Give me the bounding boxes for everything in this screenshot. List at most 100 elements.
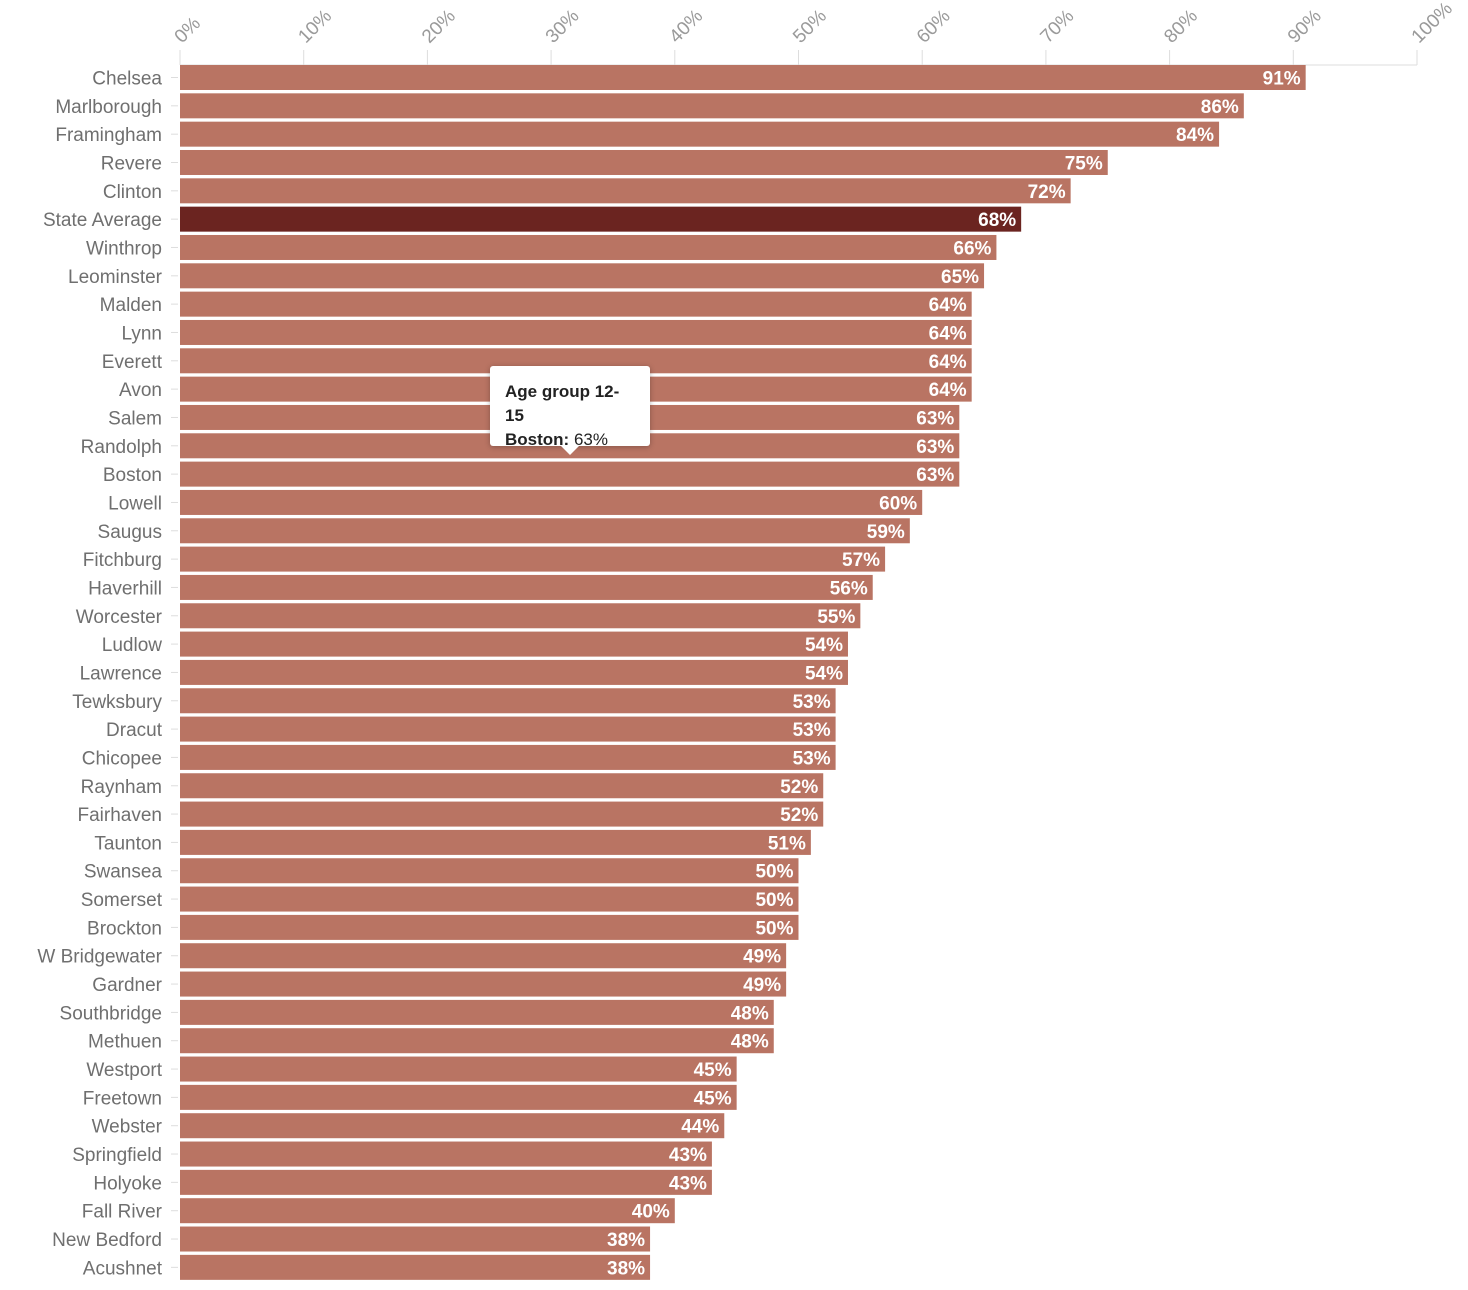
bar[interactable] [180, 801, 824, 827]
bar[interactable] [180, 206, 1022, 232]
bar[interactable] [180, 1226, 651, 1252]
bar[interactable] [180, 914, 799, 940]
bar-value-label: 43% [669, 1173, 707, 1194]
bar-value-label: 68% [978, 210, 1016, 231]
bar[interactable] [180, 1056, 737, 1082]
category-label: Swansea [84, 862, 163, 883]
bar[interactable] [180, 1113, 725, 1139]
bar[interactable] [180, 291, 972, 317]
bar-value-label: 49% [743, 975, 781, 996]
bar-value-label: 91% [1263, 69, 1301, 90]
category-label: Brockton [87, 918, 162, 939]
bar[interactable] [180, 943, 787, 969]
bar[interactable] [180, 716, 836, 742]
category-label: Saugus [98, 522, 162, 543]
category-label: Dracut [106, 720, 163, 741]
bar-value-label: 50% [755, 890, 793, 911]
bar[interactable] [180, 489, 923, 515]
category-label: Worcester [76, 607, 163, 628]
category-label: Holyoke [93, 1173, 162, 1194]
bar-value-label: 63% [916, 437, 954, 458]
bar[interactable] [180, 319, 972, 345]
bar-value-label: 52% [780, 805, 818, 826]
bar[interactable] [180, 65, 1306, 90]
category-label: Malden [100, 295, 162, 316]
bar-value-label: 64% [929, 295, 967, 316]
bar[interactable] [180, 773, 824, 799]
bar-value-label: 59% [867, 522, 905, 543]
bar[interactable] [180, 263, 985, 289]
category-label: Lynn [122, 323, 163, 344]
category-label: Clinton [103, 182, 162, 203]
bar-value-label: 52% [780, 777, 818, 798]
bar[interactable] [180, 688, 836, 714]
bar-value-label: 54% [805, 635, 843, 656]
bar-value-label: 50% [755, 918, 793, 939]
bar-value-label: 44% [681, 1117, 719, 1138]
bar-value-label: 48% [731, 1032, 769, 1053]
tooltip-body: Boston: 63% [505, 428, 635, 452]
tooltip-key: Boston: [505, 430, 570, 449]
bar-value-label: 75% [1065, 153, 1103, 174]
bar-value-label: 56% [830, 578, 868, 599]
bar[interactable] [180, 829, 811, 855]
bar[interactable] [180, 1028, 774, 1054]
x-tick-label: 50% [789, 6, 831, 48]
bar[interactable] [180, 1141, 712, 1167]
bar[interactable] [180, 744, 836, 770]
bar[interactable] [180, 1198, 675, 1224]
category-label: Westport [86, 1060, 162, 1081]
category-label: Springfield [72, 1145, 162, 1166]
bar[interactable] [180, 234, 997, 260]
bar[interactable] [180, 178, 1071, 204]
bar-value-label: 53% [793, 692, 831, 713]
bar[interactable] [180, 971, 787, 997]
category-label: Everett [102, 352, 163, 373]
category-label: Chicopee [82, 748, 162, 769]
category-label: Chelsea [92, 69, 162, 90]
tooltip: Age group 12-15 Boston: 63% [490, 366, 650, 455]
tooltip-title: Age group 12-15 [505, 382, 620, 425]
tooltip-value: 63% [573, 430, 608, 449]
bar-value-label: 64% [929, 380, 967, 401]
category-label: Southbridge [60, 1003, 162, 1024]
category-label: Framingham [55, 125, 162, 146]
category-label: Raynham [81, 777, 162, 798]
bar[interactable] [180, 461, 960, 487]
bar[interactable] [180, 631, 848, 657]
bar[interactable] [180, 93, 1244, 119]
category-label: Winthrop [86, 238, 162, 259]
bar[interactable] [180, 603, 861, 629]
bar[interactable] [180, 121, 1220, 147]
bar[interactable] [180, 149, 1108, 175]
category-label: Salem [108, 408, 162, 429]
bar-value-label: 65% [941, 267, 979, 288]
bar-value-label: 55% [817, 607, 855, 628]
bar-value-label: 53% [793, 720, 831, 741]
category-label: Taunton [94, 833, 162, 854]
category-label: W Bridgewater [37, 947, 162, 968]
category-label: Leominster [68, 267, 163, 288]
bar[interactable] [180, 1254, 651, 1280]
category-label: Avon [119, 380, 162, 401]
x-tick-label: 80% [1160, 6, 1202, 48]
bar-value-label: 64% [929, 323, 967, 344]
bar[interactable] [180, 659, 848, 685]
x-tick-label: 40% [665, 6, 707, 48]
x-tick-label: 20% [418, 6, 460, 48]
bar[interactable] [180, 518, 910, 544]
bar-value-label: 50% [755, 862, 793, 883]
x-axis: 0% 10% 20% 30% 40% 50% 60% 70% 80% 90% 100% [171, 0, 1457, 66]
bar[interactable] [180, 999, 774, 1025]
bar-value-label: 49% [743, 947, 781, 968]
category-label: Lawrence [80, 663, 162, 684]
bar[interactable] [180, 546, 886, 572]
bar[interactable] [180, 1084, 737, 1110]
bar[interactable] [180, 574, 873, 600]
bar-value-label: 40% [632, 1202, 670, 1223]
bar[interactable] [180, 886, 799, 912]
bar[interactable] [180, 858, 799, 884]
bars: 91% 86% 84% 75% 72% 68% 66% 65% 64% 64% 64% 64% 63% 6… [180, 65, 1306, 1280]
bar[interactable] [180, 1169, 712, 1195]
